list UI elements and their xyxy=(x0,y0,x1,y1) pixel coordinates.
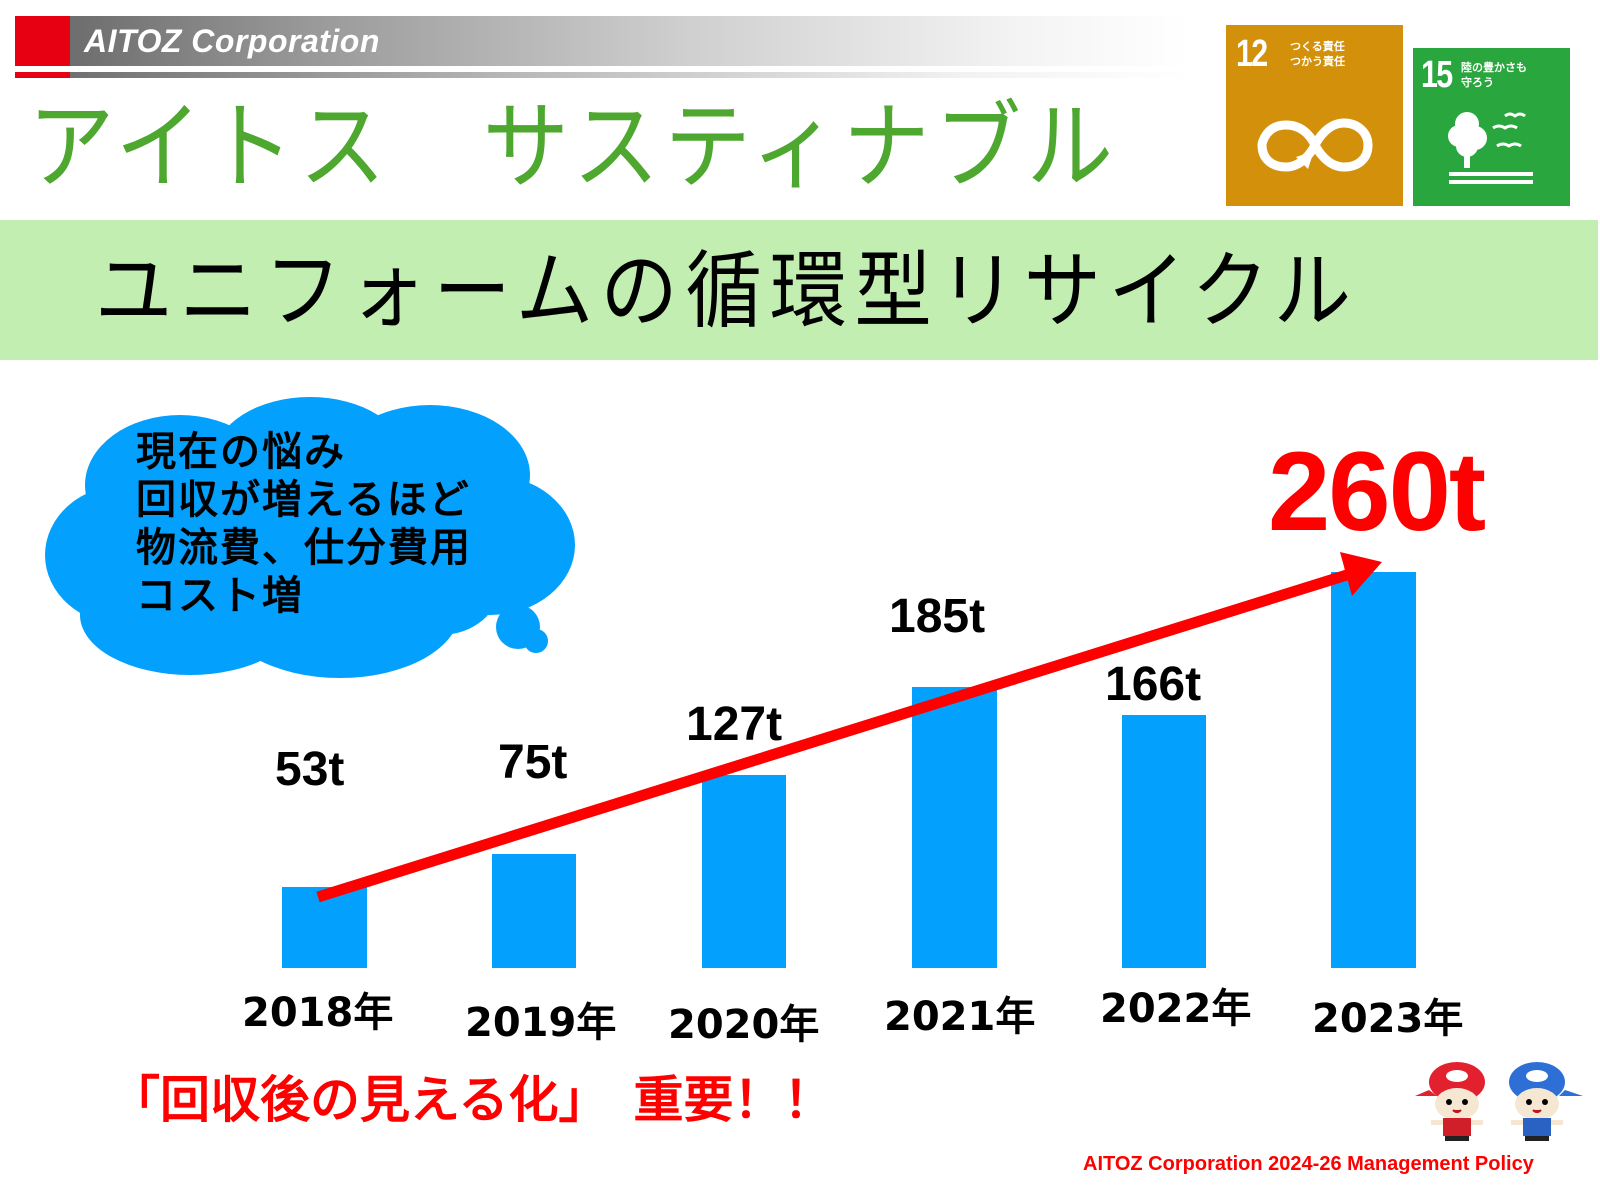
bar-2021 xyxy=(912,687,997,968)
value-label-2018: 53t xyxy=(275,743,345,796)
value-label-2019: 75t xyxy=(498,736,568,789)
header-gradient-bar xyxy=(70,16,1190,66)
thought-cloud-shape xyxy=(45,397,575,678)
mascot-characters-icon xyxy=(1415,1062,1583,1141)
company-logo-text: AITOZ Corporation xyxy=(84,23,380,59)
year-label-2022: 2022年 xyxy=(1100,986,1252,1032)
year-label-2019: 2019年 xyxy=(465,1000,617,1046)
bar-2019 xyxy=(492,854,576,968)
year-label-2020: 2020年 xyxy=(668,1002,820,1048)
header-red-block xyxy=(15,16,70,66)
bar-2020 xyxy=(702,775,786,968)
page-title: アイトス サスティナブル xyxy=(28,91,1119,203)
thought-bubble-text: 現在の悩み 回収が増えるほど 物流費、仕分費用 コスト増 xyxy=(136,429,472,619)
subtitle-band xyxy=(0,220,1598,360)
bar-2023 xyxy=(1331,572,1416,968)
bar-2022 xyxy=(1122,715,1206,968)
footer-text: AITOZ Corporation 2024-26 Management Pol… xyxy=(1083,1153,1534,1175)
value-label-2020: 127t xyxy=(686,698,783,751)
header-red-line xyxy=(15,72,70,78)
header-gradient-line xyxy=(70,72,1190,78)
highlight-value-2023: 260t xyxy=(1268,429,1486,554)
value-label-2021: 185t xyxy=(889,590,986,643)
year-label-2021: 2021年 xyxy=(884,994,1036,1040)
key-message: 「回収後の見える化」 重要！！ xyxy=(110,1071,834,1129)
year-label-2023: 2023年 xyxy=(1312,996,1464,1042)
sdg-label: つくる責任 つかう責任 xyxy=(1290,40,1345,68)
subtitle: ユニフォームの循環型リサイクル xyxy=(95,242,1359,340)
sdg-label: 陸の豊かさも 守ろう xyxy=(1461,61,1527,89)
value-label-2022: 166t xyxy=(1105,658,1202,711)
sdg-badge-12: 12 つくる責任 つかう責任 xyxy=(1226,25,1403,206)
sdg-number: 12 xyxy=(1236,33,1268,75)
year-label-2018: 2018年 xyxy=(242,990,394,1036)
infinity-loop-icon xyxy=(1257,118,1373,172)
tree-birds-icon xyxy=(1448,112,1533,184)
sdg-badge-15: 15 陸の豊かさも 守ろう xyxy=(1413,48,1570,206)
sdg-number: 15 xyxy=(1421,54,1453,96)
